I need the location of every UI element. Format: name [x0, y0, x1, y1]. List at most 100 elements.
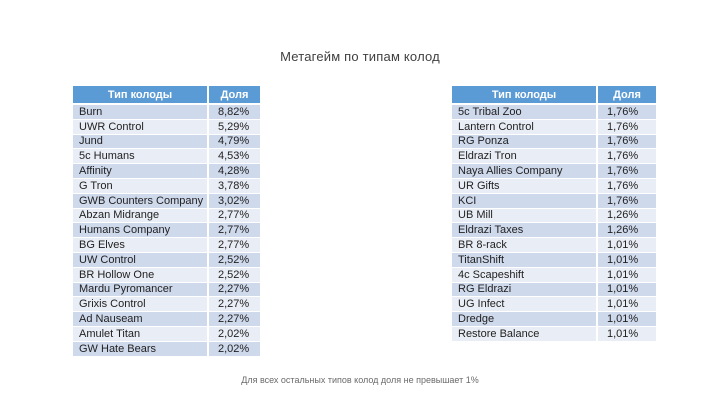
table-row: Mardu Pyromancer 2,27% [73, 282, 260, 298]
table-body: Burn 8,82% UWR Control 5,29% Jund 4,79% 5c Hum… [73, 105, 260, 357]
deck-name-cell: UW Control [73, 252, 207, 268]
share-cell: 5,29% [207, 119, 260, 135]
table-header-row: Тип колоды Доля [452, 86, 656, 105]
share-cell: 2,77% [207, 208, 260, 224]
table-row: Jund 4,79% [73, 134, 260, 150]
share-cell: 1,76% [596, 193, 656, 209]
deck-name-cell: Naya Allies Company [452, 164, 596, 179]
table-row: BR 8-rack 1,01% [452, 238, 656, 253]
deck-name-cell: Mardu Pyromancer [73, 282, 207, 298]
deck-name-cell: BR 8-rack [452, 238, 596, 253]
deck-name-cell: GWB Counters Company [73, 193, 207, 209]
deck-name-cell: G Tron [73, 178, 207, 194]
table-row: Grixis Control 2,27% [73, 297, 260, 313]
table-row: Eldrazi Taxes 1,26% [452, 223, 656, 239]
deck-name-cell: Abzan Midrange [73, 208, 207, 224]
deck-name-cell: Amulet Titan [73, 326, 207, 342]
deck-name-cell: Humans Company [73, 223, 207, 239]
share-cell: 1,26% [596, 223, 656, 239]
share-cell: 2,02% [207, 341, 260, 357]
deck-name-cell: UWR Control [73, 119, 207, 135]
share-cell: 2,52% [207, 252, 260, 268]
table-row: Restore Balance 1,01% [452, 326, 656, 342]
table-row: UR Gifts 1,76% [452, 178, 656, 194]
deck-name-cell: 5c Tribal Zoo [452, 105, 596, 120]
deck-name-cell: Ad Nauseam [73, 312, 207, 327]
table-row: 5c Tribal Zoo 1,76% [452, 105, 656, 120]
deck-name-cell: Grixis Control [73, 297, 207, 313]
table-row: Affinity 4,28% [73, 164, 260, 179]
deck-name-cell: KCI [452, 193, 596, 209]
share-cell: 1,01% [596, 297, 656, 313]
deck-name-cell: Affinity [73, 164, 207, 179]
share-cell: 1,76% [596, 134, 656, 150]
deck-name-cell: Dredge [452, 312, 596, 327]
table-row: Lantern Control 1,76% [452, 119, 656, 135]
table-row: BR Hollow One 2,52% [73, 267, 260, 283]
table-row: GW Hate Bears 2,02% [73, 341, 260, 357]
table-row: Humans Company 2,77% [73, 223, 260, 239]
column-header-deck-type: Тип колоды [452, 86, 596, 105]
share-cell: 1,76% [596, 178, 656, 194]
table-row: Eldrazi Tron 1,76% [452, 149, 656, 165]
share-cell: 4,28% [207, 164, 260, 179]
deck-name-cell: Lantern Control [452, 119, 596, 135]
deck-name-cell: Jund [73, 134, 207, 150]
share-cell: 1,76% [596, 105, 656, 120]
share-cell: 3,78% [207, 178, 260, 194]
table-row: 4c Scapeshift 1,01% [452, 267, 656, 283]
deck-name-cell: 4c Scapeshift [452, 267, 596, 283]
share-cell: 1,76% [596, 119, 656, 135]
share-cell: 4,79% [207, 134, 260, 150]
table-row: RG Eldrazi 1,01% [452, 282, 656, 298]
deck-name-cell: UG Infect [452, 297, 596, 313]
share-cell: 2,27% [207, 282, 260, 298]
deck-name-cell: GW Hate Bears [73, 341, 207, 357]
share-cell: 2,27% [207, 312, 260, 327]
deck-name-cell: RG Ponza [452, 134, 596, 150]
share-cell: 4,53% [207, 149, 260, 165]
share-cell: 1,76% [596, 164, 656, 179]
column-header-deck-type: Тип колоды [73, 86, 207, 105]
table-row: Dredge 1,01% [452, 312, 656, 327]
deck-name-cell: 5c Humans [73, 149, 207, 165]
deck-name-cell: Burn [73, 105, 207, 120]
deck-name-cell: UR Gifts [452, 178, 596, 194]
deck-name-cell: BR Hollow One [73, 267, 207, 283]
share-cell: 1,01% [596, 238, 656, 253]
table-header-row: Тип колоды Доля [73, 86, 260, 105]
deck-name-cell: Restore Balance [452, 326, 596, 342]
table-row: 5c Humans 4,53% [73, 149, 260, 165]
table-row: RG Ponza 1,76% [452, 134, 656, 150]
table-row: Burn 8,82% [73, 105, 260, 120]
share-cell: 1,01% [596, 282, 656, 298]
share-cell: 2,27% [207, 297, 260, 313]
deck-table-left: Тип колоды Доля Burn 8,82% UWR Control 5,29… [73, 86, 260, 357]
table-row: UWR Control 5,29% [73, 119, 260, 135]
share-cell: 1,76% [596, 149, 656, 165]
column-header-share: Доля [596, 86, 656, 105]
share-cell: 2,02% [207, 326, 260, 342]
table-row: GWB Counters Company 3,02% [73, 193, 260, 209]
deck-name-cell: UB Mill [452, 208, 596, 224]
share-cell: 1,26% [596, 208, 656, 224]
table-row: TitanShift 1,01% [452, 252, 656, 268]
table-body: 5c Tribal Zoo 1,76% Lantern Control 1,76% RG… [452, 105, 656, 342]
share-cell: 2,77% [207, 223, 260, 239]
table-row: UG Infect 1,01% [452, 297, 656, 313]
share-cell: 1,01% [596, 252, 656, 268]
share-cell: 8,82% [207, 105, 260, 120]
deck-name-cell: Eldrazi Tron [452, 149, 596, 165]
table-row: KCI 1,76% [452, 193, 656, 209]
deck-table-right: Тип колоды Доля 5c Tribal Zoo 1,76% Lanter… [452, 86, 656, 342]
deck-name-cell: Eldrazi Taxes [452, 223, 596, 239]
deck-name-cell: BG Elves [73, 238, 207, 253]
table-row: UB Mill 1,26% [452, 208, 656, 224]
share-cell: 3,02% [207, 193, 260, 209]
share-cell: 2,77% [207, 238, 260, 253]
column-header-share: Доля [207, 86, 260, 105]
table-row: Ad Nauseam 2,27% [73, 312, 260, 327]
deck-name-cell: TitanShift [452, 252, 596, 268]
table-row: Naya Allies Company 1,76% [452, 164, 656, 179]
